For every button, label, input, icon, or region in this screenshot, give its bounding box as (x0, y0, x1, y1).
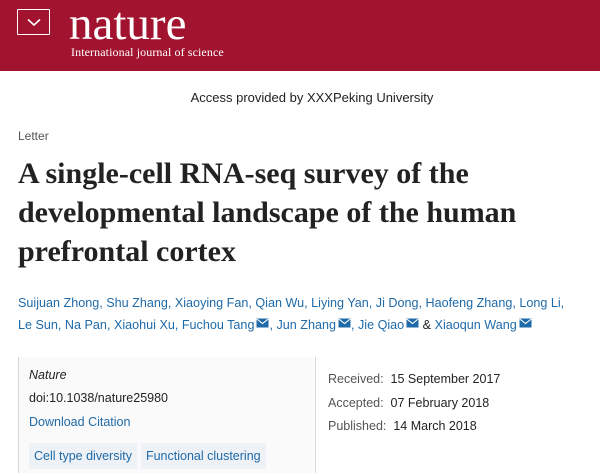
author-link[interactable]: Le Sun (18, 318, 58, 332)
author-link[interactable]: Suijuan Zhong (18, 296, 100, 310)
author-link[interactable]: Fuchou Tang (182, 318, 270, 332)
published-date: Published: 14 March 2018 (328, 419, 477, 433)
article-title: A single-cell RNA-seq survey of the deve… (18, 157, 517, 268)
author-link[interactable]: Ji Dong (375, 296, 419, 310)
chevron-down-icon (26, 18, 41, 26)
subject-tag[interactable]: Cell type diversity (29, 443, 137, 469)
menu-button[interactable] (17, 9, 50, 35)
site-tagline: International journal of science (71, 45, 224, 59)
author-link[interactable]: Liying Yan (311, 296, 369, 310)
doi: doi:10.1038/nature25980 (29, 391, 169, 405)
article-type: Letter (18, 129, 49, 143)
author-link[interactable]: Jie Qiao (358, 318, 419, 332)
author-link[interactable]: Shu Zhang (106, 296, 168, 310)
author-link[interactable]: Haofeng Zhang (425, 296, 513, 310)
author-link[interactable]: Long Li (519, 296, 561, 310)
access-note: Access provided by XXXPeking University (190, 90, 434, 105)
subject-tag[interactable]: Functional clustering (140, 443, 266, 469)
author-link[interactable]: Qian Wu (255, 296, 305, 310)
site-logo[interactable]: nature (69, 0, 187, 50)
subject-tags: Cell type diversity Functional clusterin… (29, 443, 266, 469)
accepted-date: Accepted: 07 February 2018 (328, 395, 490, 410)
mail-icon[interactable] (256, 318, 269, 328)
history-dates: Received: 15 September 2017 Accepted: 07… (328, 368, 500, 439)
mail-icon[interactable] (519, 318, 532, 328)
journal-name: Nature (29, 368, 67, 382)
author-conjunction: & (422, 318, 432, 332)
mail-icon[interactable] (338, 318, 351, 328)
dates-panel: Received: 15 September 2017 Accepted: 07… (315, 357, 600, 473)
received-date: Received: 15 September 2017 (328, 372, 501, 386)
author-link[interactable]: Xiaoqun Wang (435, 318, 532, 332)
mail-icon[interactable] (406, 318, 419, 328)
author-link[interactable]: Jun Zhang (276, 318, 351, 332)
author-link[interactable]: Xiaohui Xu (113, 318, 175, 332)
site-header: nature International journal of science (0, 0, 600, 71)
article-metadata: Nature doi:10.1038/nature25980 Download … (18, 357, 600, 473)
author-link[interactable]: Na Pan (64, 318, 107, 332)
citation-panel: Nature doi:10.1038/nature25980 Download … (18, 357, 314, 473)
download-citation-link[interactable]: Download Citation (29, 415, 131, 429)
author-list: Suijuan Zhong, Shu Zhang, Xiaoying Fan, … (18, 296, 565, 332)
author-link[interactable]: Xiaoying Fan (174, 296, 249, 310)
